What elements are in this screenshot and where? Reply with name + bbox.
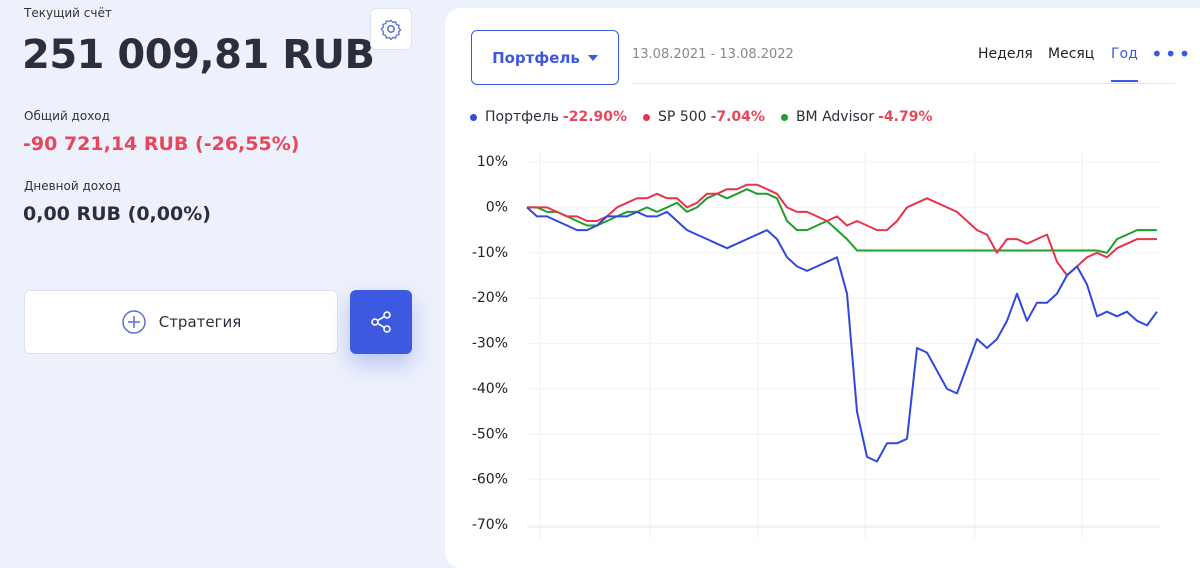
gear-icon (380, 19, 402, 40)
income-label: Общий доход (24, 109, 110, 123)
date-range: 13.08.2021 - 13.08.2022 (632, 47, 794, 62)
legend-dot (780, 113, 788, 121)
share-button[interactable] (350, 290, 412, 354)
legend-item: SP 500 -7.04% (643, 109, 765, 125)
legend-item: BM Advisor -4.79% (780, 109, 933, 125)
legend-name: Портфель (485, 109, 559, 125)
y-tick-label: -60% (472, 472, 508, 488)
period-tab[interactable]: Год (1111, 46, 1138, 82)
strategy-label: Стратегия (158, 313, 242, 331)
legend-dot (643, 113, 651, 121)
series-line (527, 183, 1157, 277)
y-tick-label: -30% (472, 336, 508, 352)
account-label: Текущий счёт (24, 6, 112, 20)
y-tick-label: 10% (477, 154, 508, 170)
page: Текущий счёт 251 009,81 RUB Общий доход … (22, 6, 1200, 568)
y-tick-label: -50% (472, 426, 508, 442)
legend-item: Портфель -22.90% (470, 109, 627, 125)
chart: 10% 0% -10% -20% -30% -40% -50% -60% -70% (472, 152, 1160, 539)
settings-button[interactable] (370, 8, 412, 50)
portfolio-dropdown[interactable]: Портфель (471, 30, 619, 85)
daily-label: Дневной доход (24, 179, 121, 193)
account-value: 251 009,81 RUB (22, 32, 375, 78)
share-icon (371, 311, 391, 333)
y-tick-label: -70% (472, 517, 508, 533)
strategy-button[interactable]: Стратегия (24, 290, 338, 354)
plus-icon (121, 310, 146, 334)
legend-name: SP 500 (658, 109, 707, 125)
y-tick-label: -10% (472, 245, 508, 261)
y-tick-label: 0% (486, 199, 508, 215)
legend-value: -22.90% (562, 109, 628, 125)
caret (587, 54, 598, 61)
dropdown-label: Портфель (492, 48, 580, 67)
income-value: -90 721,14 RUB (-26,55%) (23, 133, 300, 155)
legend-value: -7.04% (710, 109, 765, 125)
legend-name: BM Advisor (795, 109, 875, 125)
y-tick-label: -40% (472, 381, 508, 397)
chart-card (445, 8, 1200, 568)
period-tab[interactable]: Неделя (978, 46, 1033, 62)
y-tick-label: -20% (472, 290, 508, 306)
more-button[interactable]: ••• (1151, 42, 1193, 66)
series-line (526, 206, 1158, 463)
period-tab[interactable]: Месяц (1048, 46, 1095, 62)
toolbar-divider (632, 83, 1175, 84)
daily-value: 0,00 RUB (0,00%) (23, 203, 211, 225)
legend-dot (470, 113, 477, 121)
legend-value: -4.79% (878, 109, 933, 125)
legend: Портфель -22.90% SP 500 -7.04% BM Advisor -4.… (470, 109, 933, 125)
